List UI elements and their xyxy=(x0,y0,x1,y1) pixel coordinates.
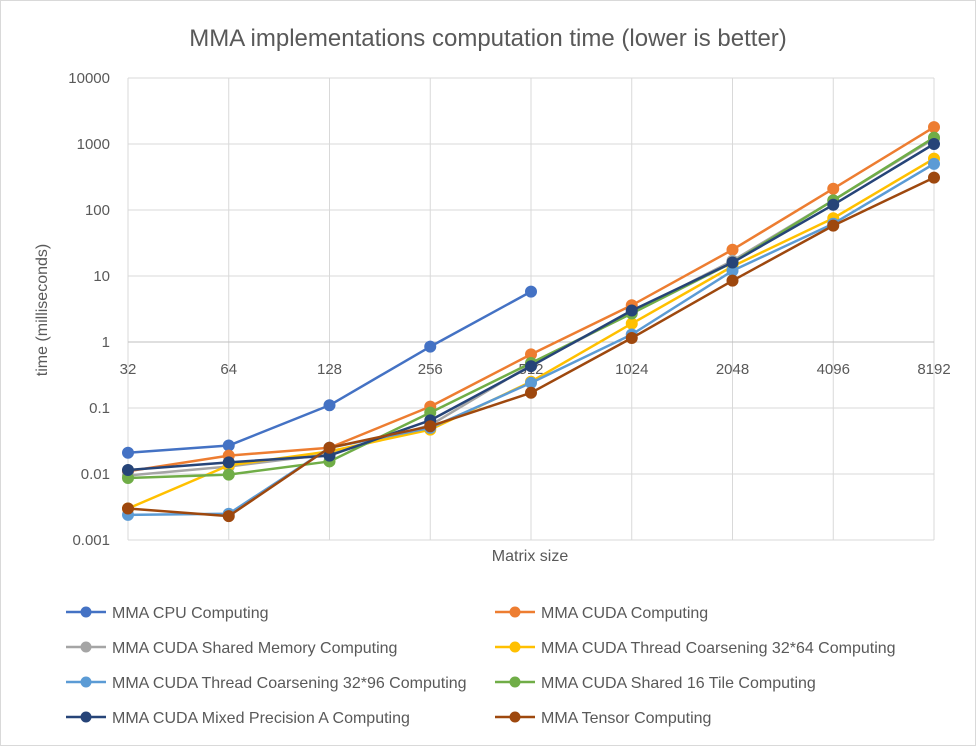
legend: MMA CPU Computing MMA CUDA Computing MMA C… xyxy=(66,605,896,727)
data-point xyxy=(625,304,638,317)
data-point xyxy=(827,198,840,211)
y-tick-label: 1 xyxy=(102,334,110,351)
y-tick-label: 10000 xyxy=(68,70,110,87)
data-point xyxy=(122,502,134,515)
legend-item: MMA CUDA Shared Memory Computing xyxy=(66,640,397,657)
x-tick-label: 32 xyxy=(120,361,137,378)
data-point xyxy=(726,243,739,256)
legend-swatch-marker xyxy=(509,676,521,688)
y-tick-labels: 0.001 0.01 0.1 1 10 100 1000 10000 xyxy=(68,70,110,549)
data-point xyxy=(222,510,235,523)
legend-swatch-marker xyxy=(509,641,521,653)
data-point xyxy=(928,121,940,134)
y-tick-label: 100 xyxy=(85,202,110,219)
legend-item: MMA Tensor Computing xyxy=(495,710,711,727)
legend-label: MMA CPU Computing xyxy=(112,605,269,622)
x-tick-label: 256 xyxy=(418,361,443,378)
series-0 xyxy=(122,285,537,459)
data-point xyxy=(222,439,235,452)
legend-swatch-marker xyxy=(509,606,521,618)
x-tick-label: 128 xyxy=(317,361,342,378)
y-tick-label: 0.1 xyxy=(89,400,110,417)
data-point xyxy=(827,182,840,195)
data-point xyxy=(122,463,134,476)
x-tick-label: 1024 xyxy=(615,361,648,378)
data-point xyxy=(625,317,638,330)
data-point xyxy=(222,456,235,469)
data-point xyxy=(323,399,336,412)
data-point xyxy=(525,360,537,373)
y-tick-label: 1000 xyxy=(77,136,110,153)
legend-item: MMA CUDA Computing xyxy=(495,605,708,622)
data-point xyxy=(424,340,437,353)
data-point xyxy=(625,331,638,344)
legend-swatch-marker xyxy=(80,711,92,723)
data-point xyxy=(222,468,235,481)
legend-label: MMA CUDA Thread Coarsening 32*96 Computi… xyxy=(112,675,467,692)
data-point xyxy=(525,376,537,389)
x-tick-label: 4096 xyxy=(817,361,850,378)
data-point xyxy=(827,219,840,232)
legend-swatch-marker xyxy=(509,711,521,723)
x-tick-labels: 32641282565121024204840968192 xyxy=(120,361,951,378)
y-tick-label: 0.001 xyxy=(72,532,110,549)
legend-label: MMA CUDA Mixed Precision A Computing xyxy=(112,710,410,727)
y-tick-label: 10 xyxy=(93,268,110,285)
legend-item: MMA CUDA Shared 16 Tile Computing xyxy=(495,675,816,692)
legend-item: MMA CPU Computing xyxy=(66,605,269,622)
data-point xyxy=(122,446,134,459)
data-point xyxy=(323,441,336,454)
y-tick-label: 0.01 xyxy=(81,466,110,483)
legend-label: MMA CUDA Thread Coarsening 32*64 Computi… xyxy=(541,640,896,657)
data-point xyxy=(726,256,739,269)
legend-label: MMA CUDA Shared Memory Computing xyxy=(112,640,397,657)
chart-title: MMA implementations computation time (lo… xyxy=(189,25,787,52)
legend-swatch-marker xyxy=(80,676,92,688)
x-tick-label: 8192 xyxy=(917,361,950,378)
x-axis-label: Matrix size xyxy=(492,548,569,565)
x-tick-label: 2048 xyxy=(716,361,749,378)
legend-label: MMA CUDA Shared 16 Tile Computing xyxy=(541,675,816,692)
x-tick-label: 64 xyxy=(220,361,237,378)
legend-label: MMA CUDA Computing xyxy=(541,605,708,622)
y-axis-label: time (milliseconds) xyxy=(34,244,51,376)
legend-label: MMA Tensor Computing xyxy=(541,710,711,727)
series-7 xyxy=(122,171,940,523)
legend-item: MMA CUDA Mixed Precision A Computing xyxy=(66,710,410,727)
legend-item: MMA CUDA Thread Coarsening 32*64 Computi… xyxy=(495,640,896,657)
data-point xyxy=(928,171,940,184)
data-point xyxy=(928,157,940,170)
series-group xyxy=(122,121,940,523)
data-point xyxy=(928,138,940,150)
data-point xyxy=(525,386,537,399)
legend-item: MMA CUDA Thread Coarsening 32*96 Computi… xyxy=(66,675,467,692)
legend-swatch-marker xyxy=(80,606,92,618)
legend-swatch-marker xyxy=(80,641,92,653)
data-point xyxy=(525,285,537,298)
data-point xyxy=(726,274,739,287)
data-point xyxy=(424,420,437,433)
